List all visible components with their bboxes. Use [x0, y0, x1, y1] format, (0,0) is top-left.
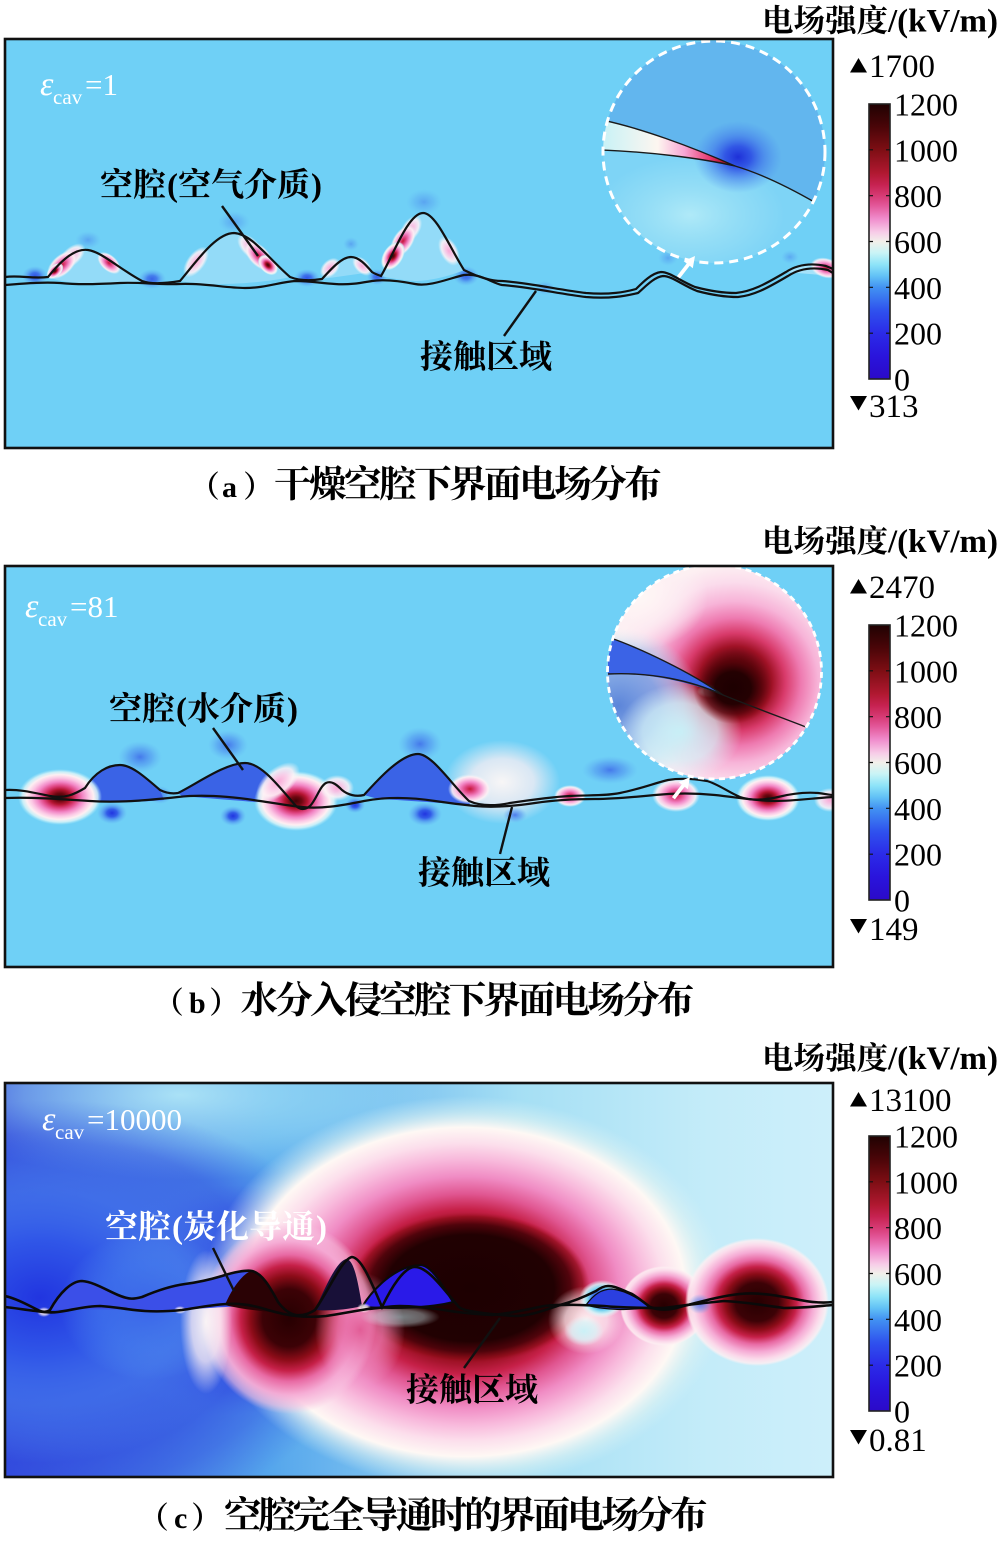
svg-text:(: (	[167, 168, 178, 204]
svg-text:400: 400	[894, 791, 942, 827]
svg-text:0.81: 0.81	[869, 1423, 927, 1459]
svg-text:ε: ε	[40, 66, 54, 103]
svg-text:400: 400	[894, 270, 942, 306]
svg-text:1000: 1000	[894, 1164, 958, 1200]
svg-text:/(kV/m): /(kV/m)	[887, 1041, 998, 1077]
svg-text:): )	[287, 692, 298, 728]
svg-text:800: 800	[894, 178, 942, 214]
svg-text:200: 200	[894, 837, 942, 873]
svg-text:1000: 1000	[894, 653, 958, 689]
svg-text:cav: cav	[53, 85, 83, 109]
svg-text:/(kV/m): /(kV/m)	[887, 4, 998, 40]
svg-text:200: 200	[894, 316, 942, 352]
svg-text:800: 800	[894, 1210, 942, 1246]
svg-text:200: 200	[894, 1348, 942, 1384]
svg-text:=10000: =10000	[87, 1102, 182, 1137]
svg-text:/(kV/m): /(kV/m)	[887, 524, 998, 560]
svg-text:1200: 1200	[894, 608, 958, 644]
svg-text:(: (	[172, 1210, 183, 1246]
svg-text:0: 0	[894, 883, 910, 919]
svg-text:400: 400	[894, 1302, 942, 1338]
svg-text:0: 0	[894, 362, 910, 398]
svg-text:600: 600	[894, 224, 942, 260]
svg-text:=81: =81	[70, 589, 118, 624]
svg-text:800: 800	[894, 699, 942, 735]
svg-text:): )	[316, 1210, 327, 1246]
svg-text:b: b	[189, 987, 206, 1020]
svg-text:1200: 1200	[894, 1119, 958, 1155]
svg-text:1000: 1000	[894, 132, 958, 168]
svg-text:c: c	[174, 1502, 187, 1535]
svg-text:a: a	[222, 471, 237, 504]
svg-text:ε: ε	[25, 588, 39, 625]
svg-text:0: 0	[894, 1394, 910, 1430]
svg-text:13100: 13100	[869, 1083, 952, 1119]
svg-text:600: 600	[894, 1256, 942, 1292]
svg-text:cav: cav	[38, 607, 68, 631]
svg-text:): )	[311, 168, 322, 204]
svg-text:cav: cav	[55, 1120, 85, 1144]
svg-text:600: 600	[894, 745, 942, 781]
svg-text:1200: 1200	[894, 87, 958, 123]
svg-text:=1: =1	[85, 67, 118, 102]
svg-text:1700: 1700	[869, 49, 935, 85]
svg-text:2470: 2470	[869, 570, 935, 606]
svg-text:313: 313	[869, 389, 919, 425]
svg-text:(: (	[176, 692, 187, 728]
svg-text:149: 149	[869, 912, 919, 948]
svg-text:ε: ε	[42, 1101, 56, 1138]
